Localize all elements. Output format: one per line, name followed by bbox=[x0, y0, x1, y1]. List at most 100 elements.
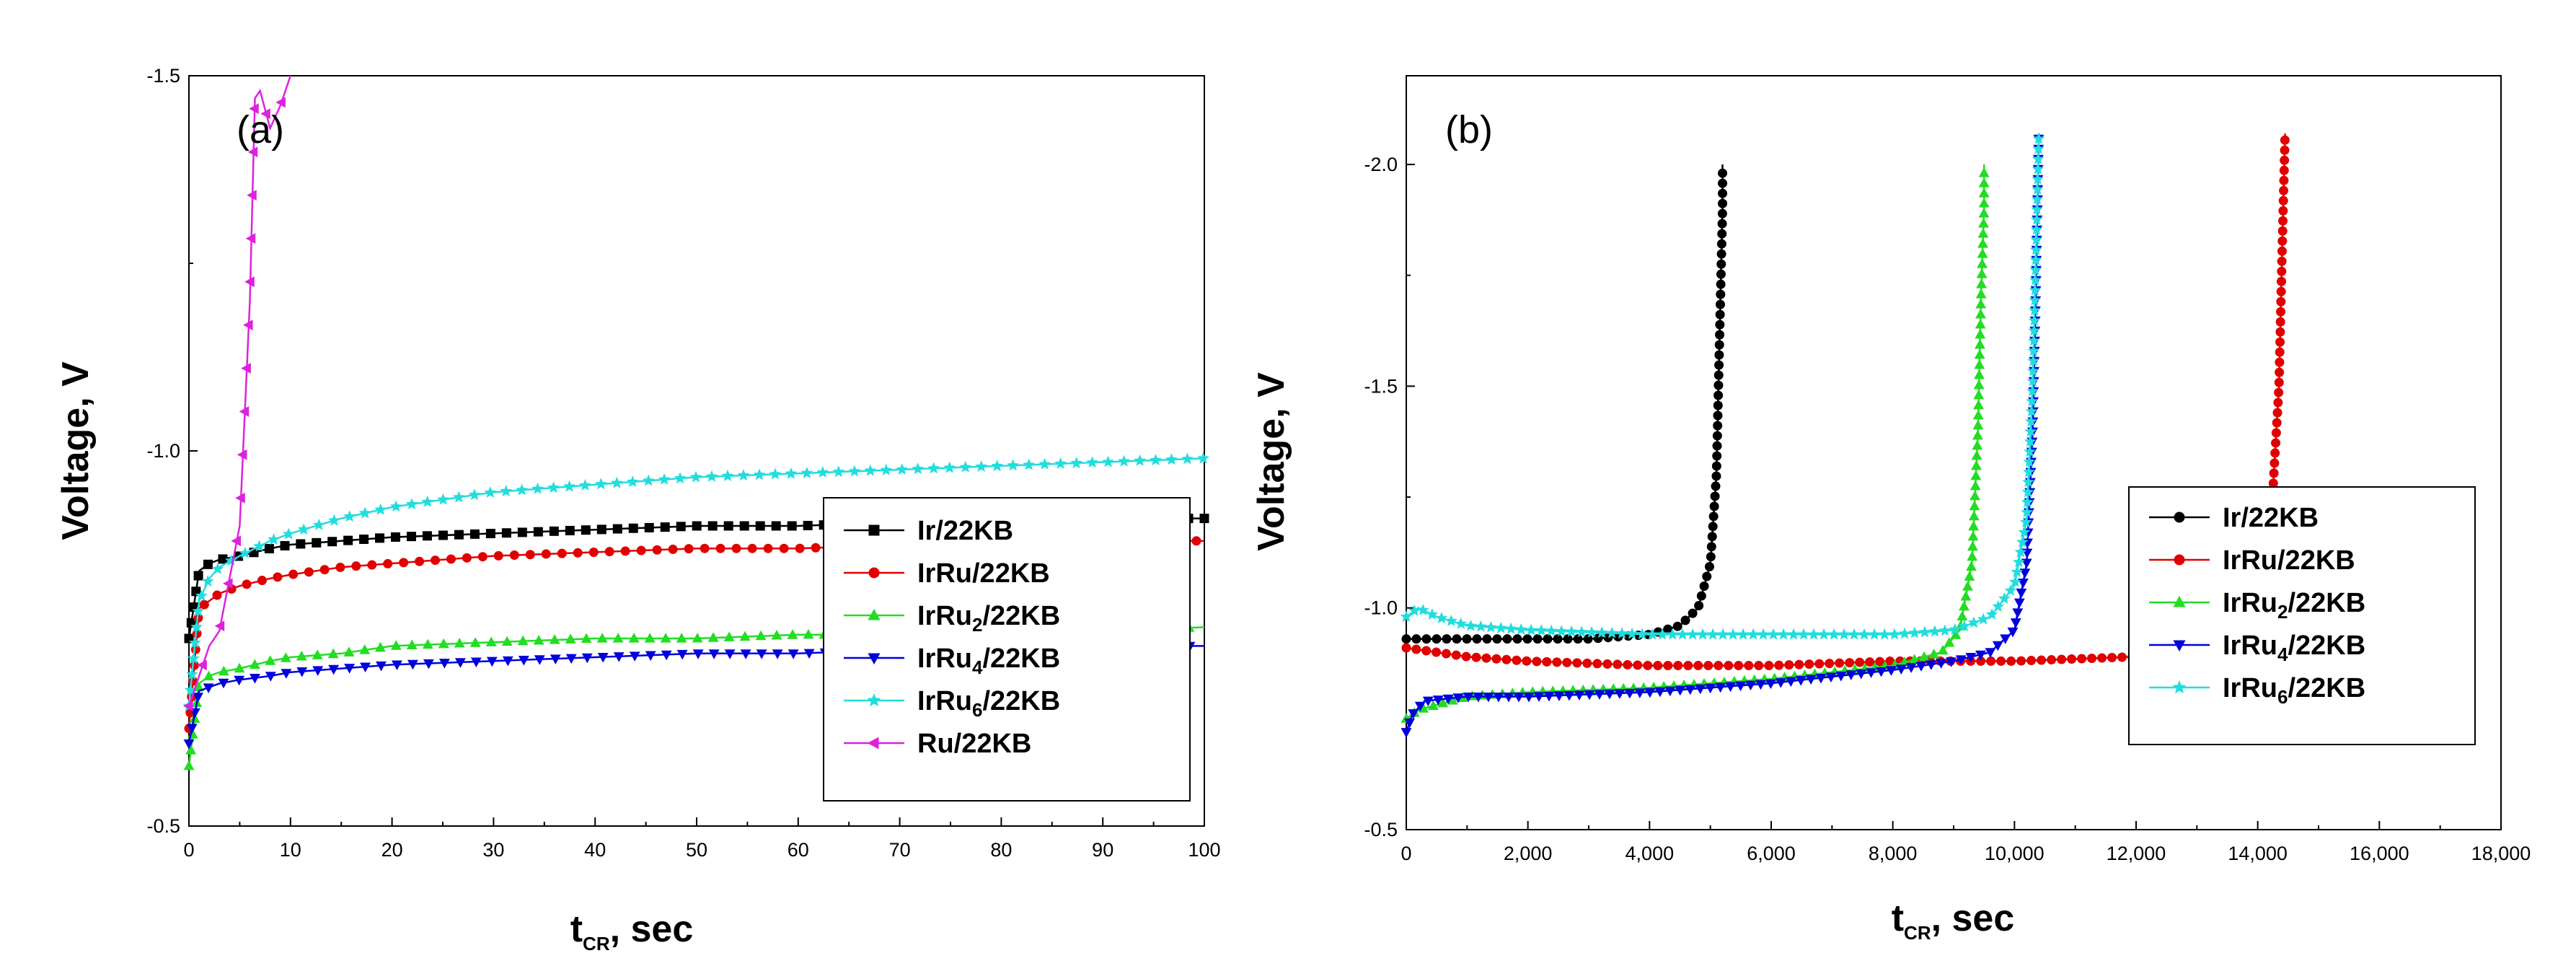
data-point bbox=[676, 522, 686, 532]
data-point bbox=[2276, 297, 2286, 307]
data-point bbox=[1845, 658, 1855, 668]
data-point bbox=[1977, 247, 1988, 258]
x-tick-label: 10,000 bbox=[1985, 843, 2045, 864]
data-point bbox=[1787, 628, 1800, 640]
data-point bbox=[1710, 491, 1720, 501]
panel-a-x-axis-title-rest: , sec bbox=[610, 908, 694, 950]
data-point bbox=[2274, 387, 2284, 398]
legend-label-main: IrRu bbox=[2223, 631, 2277, 661]
legend-label-main: Ru/22KB bbox=[917, 729, 1031, 759]
data-point bbox=[1713, 410, 1723, 421]
data-point bbox=[755, 630, 767, 641]
data-point bbox=[280, 652, 291, 662]
data-point bbox=[1706, 628, 1719, 640]
data-point bbox=[2117, 652, 2127, 662]
data-point bbox=[1102, 455, 1115, 467]
data-point bbox=[1817, 628, 1830, 640]
data-point bbox=[1706, 552, 1716, 562]
data-point bbox=[1970, 470, 1982, 480]
data-point bbox=[1404, 718, 1415, 729]
data-point bbox=[304, 567, 314, 577]
data-point bbox=[1401, 728, 1412, 738]
data-point bbox=[1975, 288, 1987, 299]
data-point bbox=[658, 473, 671, 485]
data-point bbox=[193, 571, 203, 581]
data-point bbox=[660, 633, 671, 643]
data-point bbox=[1150, 454, 1162, 466]
data-point bbox=[247, 146, 258, 158]
legend-item: IrRu6/22KB bbox=[2149, 673, 2365, 708]
data-point bbox=[185, 667, 198, 680]
legend-marker bbox=[867, 693, 881, 707]
data-point bbox=[2277, 236, 2288, 246]
legend-label-tail: /22KB bbox=[982, 686, 1060, 716]
y-tick-label: -1.0 bbox=[146, 440, 180, 462]
data-point bbox=[1474, 620, 1487, 632]
series-Ru/22KB bbox=[183, 75, 291, 712]
data-point bbox=[264, 544, 274, 554]
legend-item: IrRu2/22KB bbox=[844, 601, 1060, 636]
data-point bbox=[1744, 661, 1754, 671]
data-point bbox=[620, 546, 630, 556]
data-point bbox=[1513, 692, 1525, 703]
data-point bbox=[1644, 688, 1656, 698]
x-tick-label: 100 bbox=[1188, 839, 1220, 861]
data-point bbox=[253, 540, 266, 552]
data-point bbox=[186, 724, 198, 734]
data-point bbox=[405, 498, 418, 510]
data-point bbox=[1716, 249, 1726, 259]
data-point bbox=[1535, 624, 1548, 636]
data-point bbox=[1992, 641, 2003, 651]
data-point bbox=[518, 656, 529, 666]
data-point bbox=[1543, 691, 1555, 702]
data-point bbox=[516, 483, 529, 496]
data-point bbox=[1696, 591, 1706, 601]
data-point bbox=[2029, 253, 2042, 265]
data-point bbox=[2025, 405, 2038, 417]
data-point bbox=[692, 649, 704, 659]
data-point bbox=[296, 667, 308, 677]
data-point bbox=[2271, 438, 2281, 448]
data-point bbox=[1703, 661, 1713, 671]
legend-item: Ir/22KB bbox=[2149, 503, 2319, 533]
data-point bbox=[715, 543, 725, 553]
legend-box bbox=[2128, 486, 2476, 745]
data-point bbox=[1623, 659, 1633, 669]
data-point bbox=[2024, 425, 2037, 437]
data-point bbox=[1675, 685, 1686, 696]
data-point bbox=[1688, 608, 1698, 618]
data-point bbox=[1938, 624, 1951, 636]
data-point bbox=[959, 460, 972, 473]
panel-a: 0 10 20 30 40 50 60 70 80 90 100 -0.5 -1.0 -1.5 (a) V… bbox=[55, 65, 1221, 954]
data-point bbox=[1774, 660, 1784, 670]
data-point bbox=[375, 641, 386, 652]
data-point bbox=[588, 547, 599, 557]
data-point bbox=[237, 449, 247, 460]
data-point bbox=[1463, 692, 1474, 703]
x-tick-label: 10 bbox=[280, 839, 301, 861]
data-point bbox=[1825, 672, 1837, 683]
legend-marker bbox=[868, 567, 880, 579]
data-point bbox=[626, 475, 639, 488]
data-point bbox=[1996, 656, 2006, 666]
data-point bbox=[1878, 628, 1891, 640]
data-point bbox=[864, 464, 877, 476]
legend-label: IrRu4/22KB bbox=[2223, 631, 2365, 665]
data-point bbox=[1533, 692, 1545, 702]
data-point bbox=[2032, 142, 2045, 154]
data-point bbox=[2029, 284, 2042, 296]
data-point bbox=[803, 628, 814, 639]
data-point bbox=[1967, 540, 1978, 551]
data-point bbox=[1716, 279, 1726, 289]
data-point bbox=[1974, 369, 1985, 379]
data-point bbox=[1712, 431, 1722, 441]
data-point bbox=[1718, 168, 1728, 178]
data-point bbox=[1724, 661, 1734, 671]
data-point bbox=[1408, 709, 1419, 719]
data-point bbox=[1858, 628, 1871, 640]
data-point bbox=[199, 600, 209, 610]
data-point bbox=[1653, 661, 1663, 671]
data-point bbox=[1514, 623, 1527, 635]
data-point bbox=[296, 650, 307, 661]
data-point bbox=[343, 646, 355, 657]
